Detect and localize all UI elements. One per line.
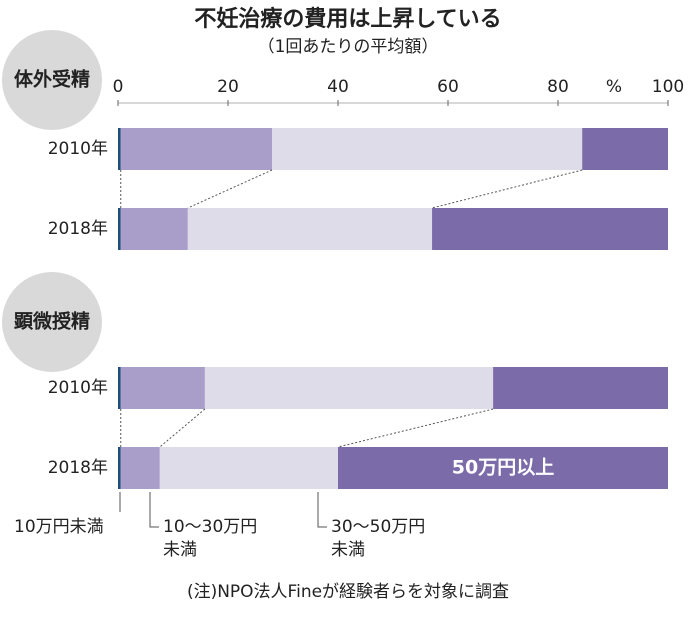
connector [187,169,273,209]
y-tick-label: 2010年 [48,378,108,398]
connector [431,169,583,209]
x-tick-label: 80 [547,77,569,97]
legend-label: 10～30万円 未満 [163,517,258,560]
bar-segment [493,367,668,409]
connector [337,408,494,448]
series-label: 50万円以上 [452,457,554,479]
y-tick-label: 2010年 [48,139,108,159]
x-tick-label: 100 [652,77,684,97]
y-tick-label: 2018年 [48,219,108,239]
group-badge [2,30,102,130]
bar-segment [204,367,494,409]
group-label: 体外受精 [14,68,90,91]
bar-segment [338,447,668,489]
x-tick-label: 20 [217,77,239,97]
bar-segment [118,128,121,170]
unit-label: % [606,77,622,97]
bar-segment [120,208,188,250]
chart-title: 不妊治療の費用は上昇している [194,6,501,32]
bar-segment [120,447,160,489]
legend-leader [149,492,159,528]
note: (注)NPO法人Fineが経験者らを対象に調査 [187,582,509,602]
bar-segment [120,128,272,170]
x-tick-label: 0 [113,77,124,97]
group-label: 顕微授精 [14,310,90,333]
bar-segment [582,128,668,170]
bar-segment [187,208,433,250]
connector [159,408,206,448]
x-tick-label: 60 [437,77,459,97]
bar-segment [272,128,583,170]
y-tick-label: 2018年 [48,458,108,478]
bar-segment [118,208,121,250]
legend-label: 30～50万円 未満 [331,517,426,560]
x-tick-label: 40 [327,77,349,97]
bar-segment [159,447,338,489]
legend-label: 10万円未満 [14,517,104,537]
bar-segment [120,367,205,409]
bar-segment [432,208,668,250]
chart-subtitle: （1回あたりの平均額） [258,37,439,57]
bar-segment [118,447,121,489]
legend-leader [317,492,327,528]
group-badge [2,272,102,372]
bar-segment [118,367,121,409]
